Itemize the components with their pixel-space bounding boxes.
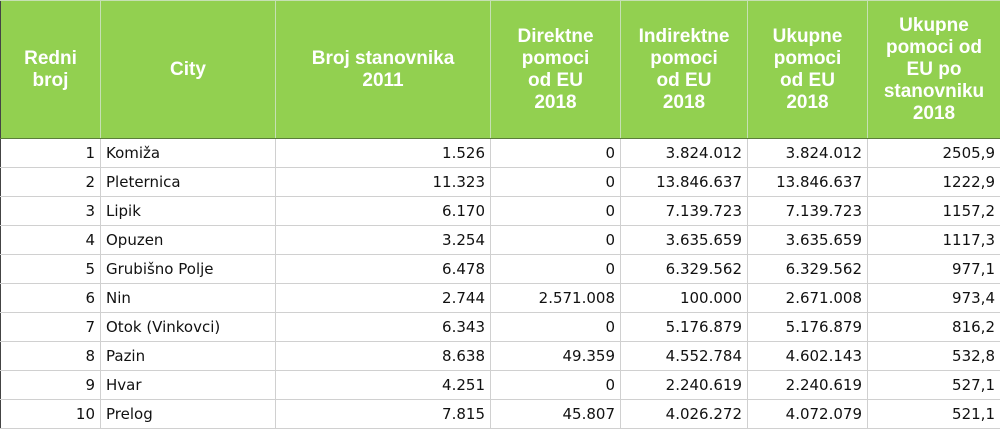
cell-redni-broj[interactable]: 5	[0, 254, 101, 284]
cell-indirect-aid[interactable]: 13.846.637	[620, 167, 748, 197]
cell-city[interactable]: Grubišno Polje	[100, 254, 276, 284]
cell-aid-per-capita[interactable]: 973,4	[867, 283, 1000, 313]
cell-population[interactable]: 2.744	[275, 283, 491, 313]
cell-indirect-aid[interactable]: 6.329.562	[620, 254, 748, 284]
cell-total-aid[interactable]: 3.824.012	[747, 138, 868, 168]
cell-aid-per-capita[interactable]: 1222,9	[867, 167, 1000, 197]
cell-population[interactable]: 1.526	[275, 138, 491, 168]
cell-aid-per-capita[interactable]: 977,1	[867, 254, 1000, 284]
header-city[interactable]: City	[100, 0, 276, 139]
cell-aid-per-capita[interactable]: 521,1	[867, 399, 1000, 429]
header-row: Redni broj City Broj stanovnika 2011 Dir…	[0, 0, 1000, 139]
cell-population[interactable]: 7.815	[275, 399, 491, 429]
table-row: 9 Hvar 4.251 0 2.240.619 2.240.619 527,1	[0, 370, 1000, 400]
cell-population[interactable]: 4.251	[275, 370, 491, 400]
cell-aid-per-capita[interactable]: 1157,2	[867, 196, 1000, 226]
table-row: 2 Pleternica 11.323 0 13.846.637 13.846.…	[0, 167, 1000, 197]
cell-redni-broj[interactable]: 7	[0, 312, 101, 342]
cell-total-aid[interactable]: 7.139.723	[747, 196, 868, 226]
header-direktne-pomoci[interactable]: Direktne pomoci od EU 2018	[490, 0, 621, 139]
cell-city[interactable]: Nin	[100, 283, 276, 313]
cell-aid-per-capita[interactable]: 527,1	[867, 370, 1000, 400]
table-row: 5 Grubišno Polje 6.478 0 6.329.562 6.329…	[0, 254, 1000, 284]
table-header: Redni broj City Broj stanovnika 2011 Dir…	[0, 0, 1000, 139]
cell-direct-aid[interactable]: 0	[490, 196, 621, 226]
cell-indirect-aid[interactable]: 100.000	[620, 283, 748, 313]
cell-total-aid[interactable]: 5.176.879	[747, 312, 868, 342]
cell-direct-aid[interactable]: 49.359	[490, 341, 621, 371]
header-redni-broj[interactable]: Redni broj	[0, 0, 101, 139]
cell-total-aid[interactable]: 4.602.143	[747, 341, 868, 371]
cell-indirect-aid[interactable]: 5.176.879	[620, 312, 748, 342]
header-ukupne-po-stanovniku[interactable]: Ukupne pomoci od EU po stanovniku 2018	[867, 0, 1000, 139]
cell-indirect-aid[interactable]: 3.824.012	[620, 138, 748, 168]
cell-population[interactable]: 11.323	[275, 167, 491, 197]
cell-indirect-aid[interactable]: 4.026.272	[620, 399, 748, 429]
table-row: 8 Pazin 8.638 49.359 4.552.784 4.602.143…	[0, 341, 1000, 371]
table-row: 7 Otok (Vinkovci) 6.343 0 5.176.879 5.17…	[0, 312, 1000, 342]
cell-direct-aid[interactable]: 0	[490, 254, 621, 284]
table-row: 10 Prelog 7.815 45.807 4.026.272 4.072.0…	[0, 399, 1000, 429]
cell-population[interactable]: 8.638	[275, 341, 491, 371]
cell-population[interactable]: 6.343	[275, 312, 491, 342]
cell-direct-aid[interactable]: 2.571.008	[490, 283, 621, 313]
cell-total-aid[interactable]: 13.846.637	[747, 167, 868, 197]
cell-direct-aid[interactable]: 0	[490, 138, 621, 168]
cell-direct-aid[interactable]: 0	[490, 312, 621, 342]
cell-redni-broj[interactable]: 8	[0, 341, 101, 371]
cell-city[interactable]: Lipik	[100, 196, 276, 226]
cell-total-aid[interactable]: 2.240.619	[747, 370, 868, 400]
cell-redni-broj[interactable]: 9	[0, 370, 101, 400]
cell-direct-aid[interactable]: 0	[490, 225, 621, 255]
cell-redni-broj[interactable]: 3	[0, 196, 101, 226]
cell-indirect-aid[interactable]: 4.552.784	[620, 341, 748, 371]
cell-city[interactable]: Pleternica	[100, 167, 276, 197]
cell-redni-broj[interactable]: 6	[0, 283, 101, 313]
cell-direct-aid[interactable]: 0	[490, 167, 621, 197]
cell-total-aid[interactable]: 3.635.659	[747, 225, 868, 255]
cell-population[interactable]: 6.170	[275, 196, 491, 226]
cell-total-aid[interactable]: 6.329.562	[747, 254, 868, 284]
cell-total-aid[interactable]: 4.072.079	[747, 399, 868, 429]
cell-total-aid[interactable]: 2.671.008	[747, 283, 868, 313]
cell-city[interactable]: Pazin	[100, 341, 276, 371]
header-ukupne-pomoci[interactable]: Ukupne pomoci od EU 2018	[747, 0, 868, 139]
table-row: 3 Lipik 6.170 0 7.139.723 7.139.723 1157…	[0, 196, 1000, 226]
cell-redni-broj[interactable]: 4	[0, 225, 101, 255]
cell-city[interactable]: Otok (Vinkovci)	[100, 312, 276, 342]
cell-city[interactable]: Prelog	[100, 399, 276, 429]
cell-redni-broj[interactable]: 10	[0, 399, 101, 429]
table-row: 1 Komiža 1.526 0 3.824.012 3.824.012 250…	[0, 138, 1000, 168]
table-body: 1 Komiža 1.526 0 3.824.012 3.824.012 250…	[0, 138, 1000, 429]
cell-city[interactable]: Opuzen	[100, 225, 276, 255]
cell-direct-aid[interactable]: 45.807	[490, 399, 621, 429]
header-indirektne-pomoci[interactable]: Indirektne pomoci od EU 2018	[620, 0, 748, 139]
cell-indirect-aid[interactable]: 7.139.723	[620, 196, 748, 226]
table-row: 6 Nin 2.744 2.571.008 100.000 2.671.008 …	[0, 283, 1000, 313]
table-row: 4 Opuzen 3.254 0 3.635.659 3.635.659 111…	[0, 225, 1000, 255]
cell-city[interactable]: Hvar	[100, 370, 276, 400]
cell-aid-per-capita[interactable]: 532,8	[867, 341, 1000, 371]
cell-city[interactable]: Komiža	[100, 138, 276, 168]
cell-aid-per-capita[interactable]: 816,2	[867, 312, 1000, 342]
cell-population[interactable]: 3.254	[275, 225, 491, 255]
cell-population[interactable]: 6.478	[275, 254, 491, 284]
cell-redni-broj[interactable]: 2	[0, 167, 101, 197]
cell-redni-broj[interactable]: 1	[0, 138, 101, 168]
header-broj-stanovnika[interactable]: Broj stanovnika 2011	[275, 0, 491, 139]
cell-indirect-aid[interactable]: 2.240.619	[620, 370, 748, 400]
cell-indirect-aid[interactable]: 3.635.659	[620, 225, 748, 255]
cell-direct-aid[interactable]: 0	[490, 370, 621, 400]
cell-aid-per-capita[interactable]: 2505,9	[867, 138, 1000, 168]
cell-aid-per-capita[interactable]: 1117,3	[867, 225, 1000, 255]
